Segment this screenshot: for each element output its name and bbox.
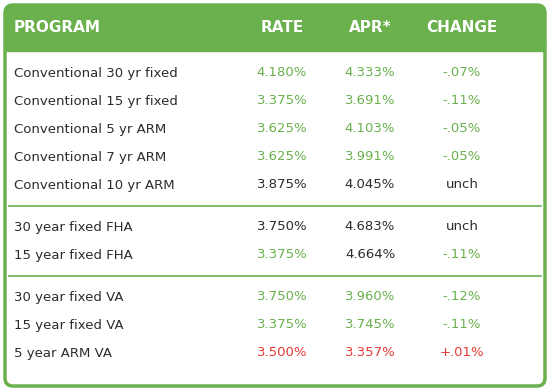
Text: Conventional 10 yr ARM: Conventional 10 yr ARM	[14, 179, 175, 192]
Text: 15 year fixed VA: 15 year fixed VA	[14, 319, 124, 332]
Text: -.11%: -.11%	[443, 95, 481, 108]
FancyBboxPatch shape	[5, 5, 545, 386]
Text: unch: unch	[446, 179, 478, 192]
Text: -.05%: -.05%	[443, 151, 481, 163]
Text: 4.180%: 4.180%	[257, 66, 307, 79]
Text: -.05%: -.05%	[443, 122, 481, 136]
Text: Conventional 5 yr ARM: Conventional 5 yr ARM	[14, 122, 166, 136]
Text: Conventional 15 yr fixed: Conventional 15 yr fixed	[14, 95, 178, 108]
Text: -.11%: -.11%	[443, 319, 481, 332]
Text: 3.375%: 3.375%	[257, 249, 307, 262]
Text: 3.991%: 3.991%	[345, 151, 395, 163]
Text: 3.500%: 3.500%	[257, 346, 307, 359]
Text: unch: unch	[446, 221, 478, 233]
Text: 30 year fixed FHA: 30 year fixed FHA	[14, 221, 133, 233]
Text: Conventional 7 yr ARM: Conventional 7 yr ARM	[14, 151, 166, 163]
Text: 5 year ARM VA: 5 year ARM VA	[14, 346, 112, 359]
Text: 3.745%: 3.745%	[345, 319, 395, 332]
Text: Conventional 30 yr fixed: Conventional 30 yr fixed	[14, 66, 178, 79]
Text: 4.045%: 4.045%	[345, 179, 395, 192]
Text: 4.664%: 4.664%	[345, 249, 395, 262]
Text: -.11%: -.11%	[443, 249, 481, 262]
Text: 3.625%: 3.625%	[257, 122, 307, 136]
Text: 3.960%: 3.960%	[345, 291, 395, 303]
Text: RATE: RATE	[260, 20, 304, 36]
Text: 3.875%: 3.875%	[257, 179, 307, 192]
Text: 4.103%: 4.103%	[345, 122, 395, 136]
Text: 3.691%: 3.691%	[345, 95, 395, 108]
Text: 3.750%: 3.750%	[257, 221, 307, 233]
Text: PROGRAM: PROGRAM	[14, 20, 101, 36]
Text: -.12%: -.12%	[443, 291, 481, 303]
Text: 3.625%: 3.625%	[257, 151, 307, 163]
Text: 4.683%: 4.683%	[345, 221, 395, 233]
Text: 15 year fixed FHA: 15 year fixed FHA	[14, 249, 133, 262]
Text: 4.333%: 4.333%	[345, 66, 395, 79]
Text: 3.750%: 3.750%	[257, 291, 307, 303]
Text: APR*: APR*	[349, 20, 391, 36]
Text: 3.357%: 3.357%	[345, 346, 395, 359]
Text: CHANGE: CHANGE	[426, 20, 498, 36]
Text: 3.375%: 3.375%	[257, 95, 307, 108]
Text: +.01%: +.01%	[439, 346, 485, 359]
Text: -.07%: -.07%	[443, 66, 481, 79]
Bar	[5, 41, 545, 51]
Text: 30 year fixed VA: 30 year fixed VA	[14, 291, 124, 303]
Text: 3.375%: 3.375%	[257, 319, 307, 332]
FancyBboxPatch shape	[5, 5, 545, 51]
